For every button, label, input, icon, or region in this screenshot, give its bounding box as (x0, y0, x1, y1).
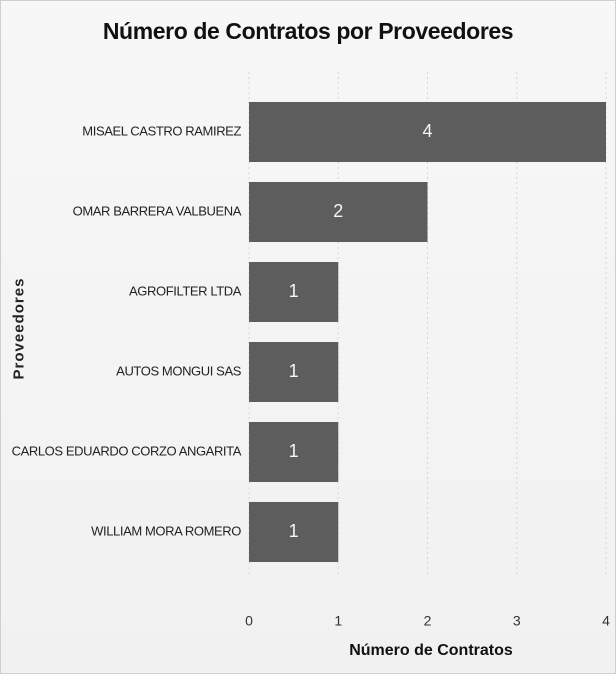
bar-value-label: 1 (289, 441, 299, 461)
bar-value-label: 1 (289, 361, 299, 381)
bar-3 (249, 342, 339, 402)
category-label: AUTOS MONGUI SAS (116, 363, 242, 378)
category-label: AGROFILTER LTDA (129, 283, 242, 298)
bar-value-label: 4 (422, 121, 432, 141)
x-tick-label: 1 (334, 613, 342, 629)
x-tick-label: 3 (513, 613, 521, 629)
bar-value-label: 1 (289, 281, 299, 301)
bar-5 (249, 502, 339, 562)
category-label: MISAEL CASTRO RAMIREZ (82, 123, 241, 138)
bar-value-label: 2 (333, 201, 343, 221)
bar-value-label: 1 (289, 521, 299, 541)
bar-0 (249, 102, 606, 162)
x-tick-label: 2 (424, 613, 432, 629)
x-tick-label: 4 (602, 613, 610, 629)
bar-1 (249, 182, 428, 242)
category-label: CARLOS EDUARDO CORZO ANGARITA (12, 443, 242, 458)
grid-lines (248, 72, 607, 576)
category-label: OMAR BARRERA VALBUENA (73, 203, 242, 218)
bar-4 (249, 422, 339, 482)
bar-2 (249, 262, 339, 322)
chart-title: Número de Contratos por Proveedores (102, 18, 514, 44)
x-axis-label: Número de Contratos (349, 642, 513, 659)
x-tick-label: 0 (245, 613, 253, 629)
category-label: WILLIAM MORA ROMERO (91, 523, 241, 538)
